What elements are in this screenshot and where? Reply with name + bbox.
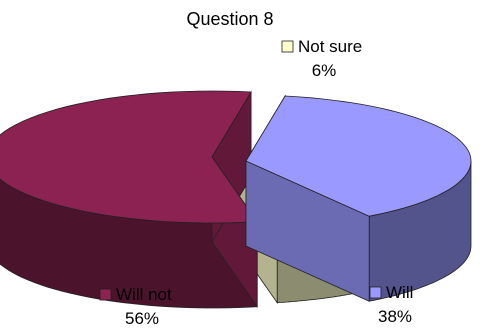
slice-percent-will-not: 56% — [125, 309, 159, 328]
pie-slice-will — [245, 94, 472, 302]
pie-slice-will-not — [0, 90, 258, 309]
legend-item-not-sure: Not sure 6% — [281, 37, 362, 80]
slice-label-will-not: Will not — [116, 285, 172, 304]
chart-title: Question 8 — [186, 9, 273, 29]
slice-percent-will: 38% — [378, 307, 412, 326]
legend-item-will: Will 38% — [369, 283, 413, 326]
slice-label-not-sure: Not sure — [298, 37, 362, 56]
pie-slices — [0, 90, 472, 309]
legend-swatch-will — [369, 286, 382, 299]
legend-item-will-not: Will not 56% — [99, 285, 172, 328]
pie-labels: Will not 56% Not sure 6% Will 38% — [99, 37, 413, 328]
slice-label-will: Will — [386, 283, 413, 302]
legend-swatch-will-not — [99, 288, 112, 301]
legend-swatch-not-sure — [281, 40, 294, 53]
slice-percent-not-sure: 6% — [312, 61, 337, 80]
